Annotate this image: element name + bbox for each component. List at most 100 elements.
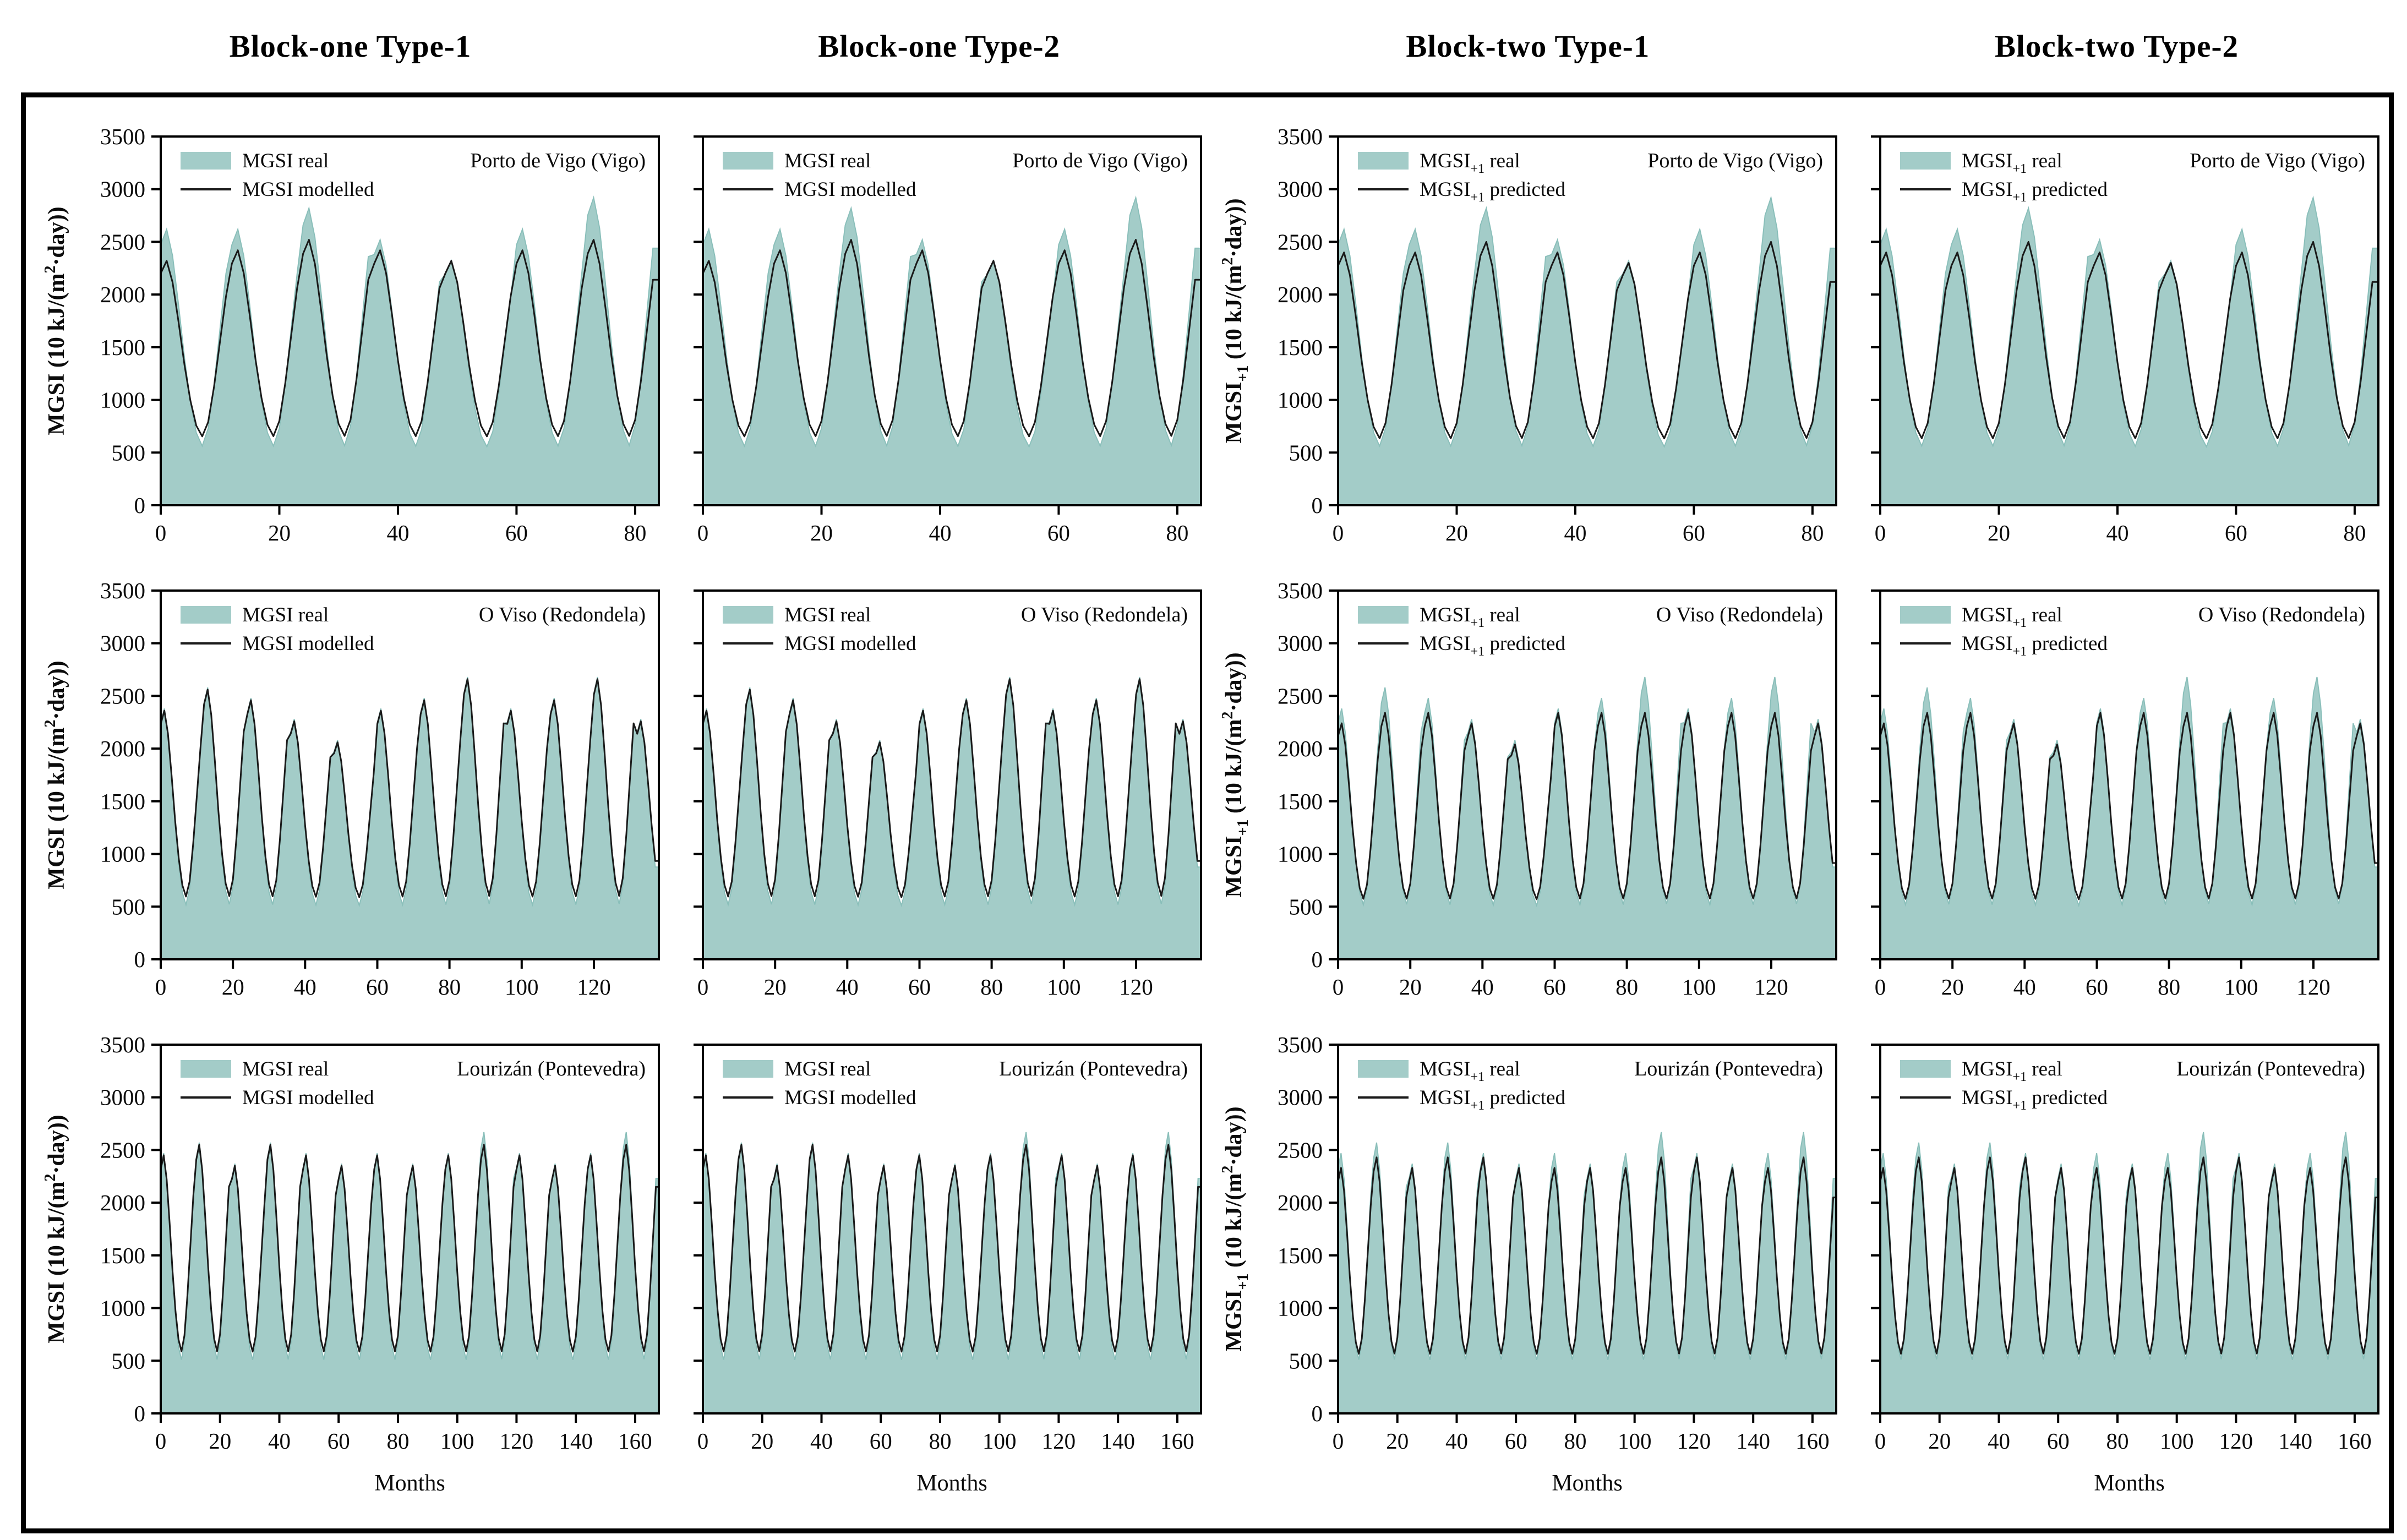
x-axis: 0 20 40 60 80 100 120 [1333, 959, 1788, 1000]
chart-block-two-type-2-lourizan: 0 20 40 60 80 100 120 140 160 MGSI+1 real MGSI+1 p… [1848, 1037, 2385, 1499]
column-block-one-type-1: 0 500 1000 1500 2000 2500 3000 3500 0 20 40 60 80 MGS… [35, 124, 665, 1499]
y-tick-label: 500 [112, 1348, 146, 1373]
y-tick-label: 1000 [1278, 387, 1323, 413]
legend-label: MGSI+1 real [1962, 604, 2062, 630]
legend-label: MGSI modelled [242, 1086, 374, 1109]
model-line [1337, 241, 1837, 440]
legend-fill-swatch [181, 152, 231, 170]
legend: MGSI real MGSI modelled [722, 150, 916, 201]
y-tick-label: 1500 [100, 1243, 145, 1268]
x-tick-label: 60 [1505, 1428, 1527, 1454]
column-header-block-one-type-1: Block-one Type-1 [229, 29, 472, 64]
legend-fill-swatch [722, 1060, 773, 1078]
x-tick-label: 20 [810, 520, 833, 545]
chart-svg-block-two-type-1-vigo: 0 500 1000 1500 2000 2500 3000 3500 0 20 40 60 80 MGS… [1219, 124, 1838, 545]
legend-label: MGSI real [784, 1058, 871, 1080]
y-axis [693, 589, 703, 960]
x-tick-label: 0 [1875, 1428, 1886, 1454]
chart-svg-block-one-type-2-vigo: 0 20 40 60 80 MGSI real MGSI modelled Porto de … [693, 135, 1202, 545]
x-tick-label: 20 [1928, 1428, 1951, 1454]
chart-block-two-type-1-oviso: 0 500 1000 1500 2000 2500 3000 3500 0 20 40 60 80 100… [1213, 578, 1843, 1005]
y-tick-label: 0 [134, 493, 146, 518]
y-axis: 0 500 1000 1500 2000 2500 3000 3500 [100, 578, 161, 972]
x-tick-label: 60 [366, 974, 389, 1000]
y-tick-label: 1500 [1278, 1243, 1323, 1268]
x-axis: 0 20 40 60 80 100 120 [697, 959, 1153, 1000]
x-tick-label: 120 [500, 1428, 534, 1454]
real-area-fill [1879, 195, 2379, 506]
x-tick-label: 160 [1795, 1428, 1830, 1454]
x-tick-label: 0 [155, 1428, 167, 1454]
y-tick-label: 0 [1312, 947, 1323, 972]
legend-fill-swatch [722, 606, 773, 624]
y-tick-label: 2500 [100, 229, 145, 254]
plot-frame [1337, 1044, 1838, 1415]
legend-label: MGSI modelled [784, 178, 916, 201]
y-tick-label: 1000 [100, 387, 145, 413]
plot-frame [160, 135, 660, 506]
plot-frame [1879, 135, 2379, 506]
legend-fill-swatch [722, 152, 773, 170]
x-tick-label: 140 [559, 1428, 593, 1454]
legend-label: MGSI+1 predicted [1420, 1086, 1565, 1113]
x-tick-label: 80 [438, 974, 461, 1000]
chart-block-two-type-1-vigo: 0 500 1000 1500 2000 2500 3000 3500 0 20 40 60 80 MGS… [1213, 124, 1843, 551]
x-tick-label: 120 [2219, 1428, 2253, 1454]
legend: MGSI real MGSI modelled [722, 604, 916, 655]
x-tick-label: 0 [697, 520, 708, 545]
x-tick-label: 60 [869, 1428, 892, 1454]
legend-fill-swatch [181, 606, 231, 624]
chart-block-two-type-2-vigo: 0 20 40 60 80 MGSI+1 real MGSI+1 predicted Port… [1848, 129, 2385, 551]
model-line [1879, 712, 2378, 900]
legend-fill-swatch [1358, 152, 1409, 170]
station-label: Porto de Vigo (Vigo) [2190, 149, 2365, 172]
real-area-fill [1338, 676, 1837, 960]
y-tick-label: 3500 [100, 129, 145, 149]
x-tick-label: 0 [155, 974, 167, 1000]
chart-block-two-type-1-lourizan: 0 500 1000 1500 2000 2500 3000 3500 0 20 40 60 80 100… [1213, 1032, 1843, 1499]
chart-svg-block-one-type-2-lourizan: 0 20 40 60 80 100 120 140 160 MGSI real MGSI model… [693, 1044, 1202, 1496]
y-tick-label: 3500 [1278, 129, 1323, 149]
legend-label: MGSI modelled [784, 632, 916, 655]
legend: MGSI real MGSI modelled [181, 150, 374, 201]
y-tick-label: 0 [134, 947, 146, 972]
y-tick-label: 3500 [1278, 583, 1323, 603]
model-line [702, 1144, 1201, 1353]
y-tick-label: 3000 [100, 177, 145, 202]
x-tick-label: 60 [2047, 1428, 2070, 1454]
x-tick-label: 40 [2106, 520, 2128, 545]
column-headers: Block-one Type-1 Block-one Type-2 Block-… [0, 0, 2407, 92]
y-axis-title: MGSI (10 kJ/(m2·day)) [42, 1115, 69, 1343]
x-tick-label: 60 [2086, 974, 2108, 1000]
y-tick-label: 2500 [1278, 229, 1323, 254]
y-tick-label: 1500 [100, 789, 145, 814]
x-tick-label: 160 [1160, 1428, 1194, 1454]
x-tick-label: 0 [1875, 520, 1886, 545]
x-tick-label: 40 [1564, 520, 1587, 545]
chart-svg-block-one-type-1-lourizan: 0 500 1000 1500 2000 2500 3000 3500 0 20 40 60 80 100… [42, 1032, 660, 1496]
x-tick-label: 20 [268, 520, 291, 545]
station-label: O Viso (Redondela) [2198, 603, 2365, 626]
y-axis-title: MGSI+1 (10 kJ/(m2·day)) [1219, 652, 1252, 897]
legend: MGSI real MGSI modelled [181, 604, 374, 655]
x-tick-label: 160 [618, 1428, 652, 1454]
figure-border [21, 92, 2394, 1533]
legend-label: MGSI+1 real [1962, 150, 2062, 176]
x-tick-label: 160 [2338, 1428, 2372, 1454]
x-tick-label: 60 [1683, 520, 1705, 545]
station-label: Porto de Vigo (Vigo) [1012, 149, 1188, 172]
column-header-block-two-type-1: Block-two Type-1 [1406, 29, 1650, 64]
y-tick-label: 1500 [1278, 789, 1323, 814]
x-tick-label: 40 [810, 1428, 833, 1454]
x-tick-label: 100 [505, 974, 539, 1000]
station-label: Porto de Vigo (Vigo) [470, 149, 646, 172]
legend-label: MGSI real [242, 1058, 329, 1080]
x-axis: 0 20 40 60 80 100 120 [1875, 959, 2330, 1000]
x-axis: 0 20 40 60 80 100 120 140 160 [1333, 1413, 1830, 1454]
y-tick-label: 0 [1312, 493, 1323, 518]
plot-frame [160, 589, 660, 960]
y-tick-label: 1500 [1278, 335, 1323, 360]
